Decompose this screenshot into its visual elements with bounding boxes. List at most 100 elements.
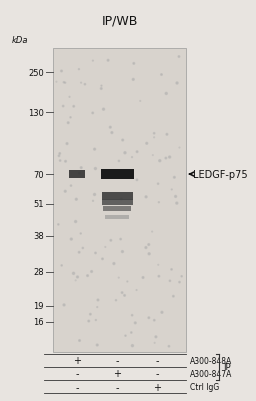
Point [147,251,151,257]
Point [169,267,174,273]
Point [134,287,138,294]
Point [120,290,124,296]
Point [60,263,64,269]
Text: IP/WB: IP/WB [101,15,138,28]
Point [66,120,70,127]
Point [99,83,103,90]
Point [90,269,94,275]
Point [83,82,87,88]
Point [125,279,129,285]
Point [130,154,134,161]
Point [91,198,95,205]
Point [67,94,71,101]
Point [95,304,99,310]
Point [81,245,85,251]
Point [58,158,62,164]
Point [79,165,83,171]
Text: 130: 130 [28,108,44,117]
Point [152,135,156,141]
Point [114,297,118,304]
Text: 250: 250 [28,69,44,77]
Point [119,196,123,203]
Point [65,141,69,148]
Point [130,312,134,319]
Point [164,91,168,97]
Point [101,107,105,113]
Text: -: - [156,355,159,365]
Point [144,245,148,251]
Point [77,67,81,73]
Point [92,192,97,198]
Point [180,273,184,280]
Point [168,154,172,161]
Point [145,141,149,147]
Point [103,244,107,251]
Point [157,199,161,206]
Point [131,77,135,83]
Point [73,277,78,284]
Point [177,279,182,286]
Point [150,229,154,235]
Bar [69,170,85,179]
Point [168,278,172,284]
Point [76,274,80,280]
Point [157,273,161,280]
Bar [101,170,134,180]
Text: -: - [115,355,119,365]
Point [172,174,176,181]
Text: -: - [75,382,79,392]
Bar [102,193,133,200]
Point [112,261,116,267]
Point [135,177,139,184]
Point [91,58,95,65]
Point [123,332,127,339]
Point [156,181,160,187]
Text: A300-847A: A300-847A [190,369,233,378]
Point [120,249,124,255]
Point [160,309,164,316]
Point [57,153,61,160]
Point [63,80,67,87]
Text: 28: 28 [33,268,44,277]
Point [73,219,78,225]
Text: A300-848A: A300-848A [190,356,233,365]
Point [109,237,113,244]
Point [152,317,156,324]
Point [69,183,73,189]
Text: +: + [73,355,81,365]
Point [91,110,95,117]
Text: +: + [113,369,121,379]
Point [135,149,139,156]
Bar [102,200,133,205]
Point [74,196,78,203]
Point [164,156,168,162]
Point [93,146,97,153]
Point [94,317,98,324]
Point [69,236,73,243]
Point [141,275,145,281]
Bar [105,215,129,219]
Point [147,242,151,248]
Point [77,170,81,177]
Text: 70: 70 [33,170,44,179]
Point [62,80,66,86]
Point [87,318,91,324]
Point [154,334,158,340]
Point [158,158,162,164]
Point [177,145,182,152]
Bar [53,49,186,352]
Point [147,315,151,321]
Text: kDa: kDa [12,36,28,45]
Point [151,152,155,159]
Point [108,125,112,131]
Text: 19: 19 [34,302,44,310]
Point [156,262,160,268]
Point [175,81,179,87]
Point [56,222,60,228]
Point [63,188,67,195]
Bar [103,207,131,212]
Point [171,293,175,300]
Point [167,343,171,350]
Point [129,330,133,336]
Text: -: - [75,369,79,379]
